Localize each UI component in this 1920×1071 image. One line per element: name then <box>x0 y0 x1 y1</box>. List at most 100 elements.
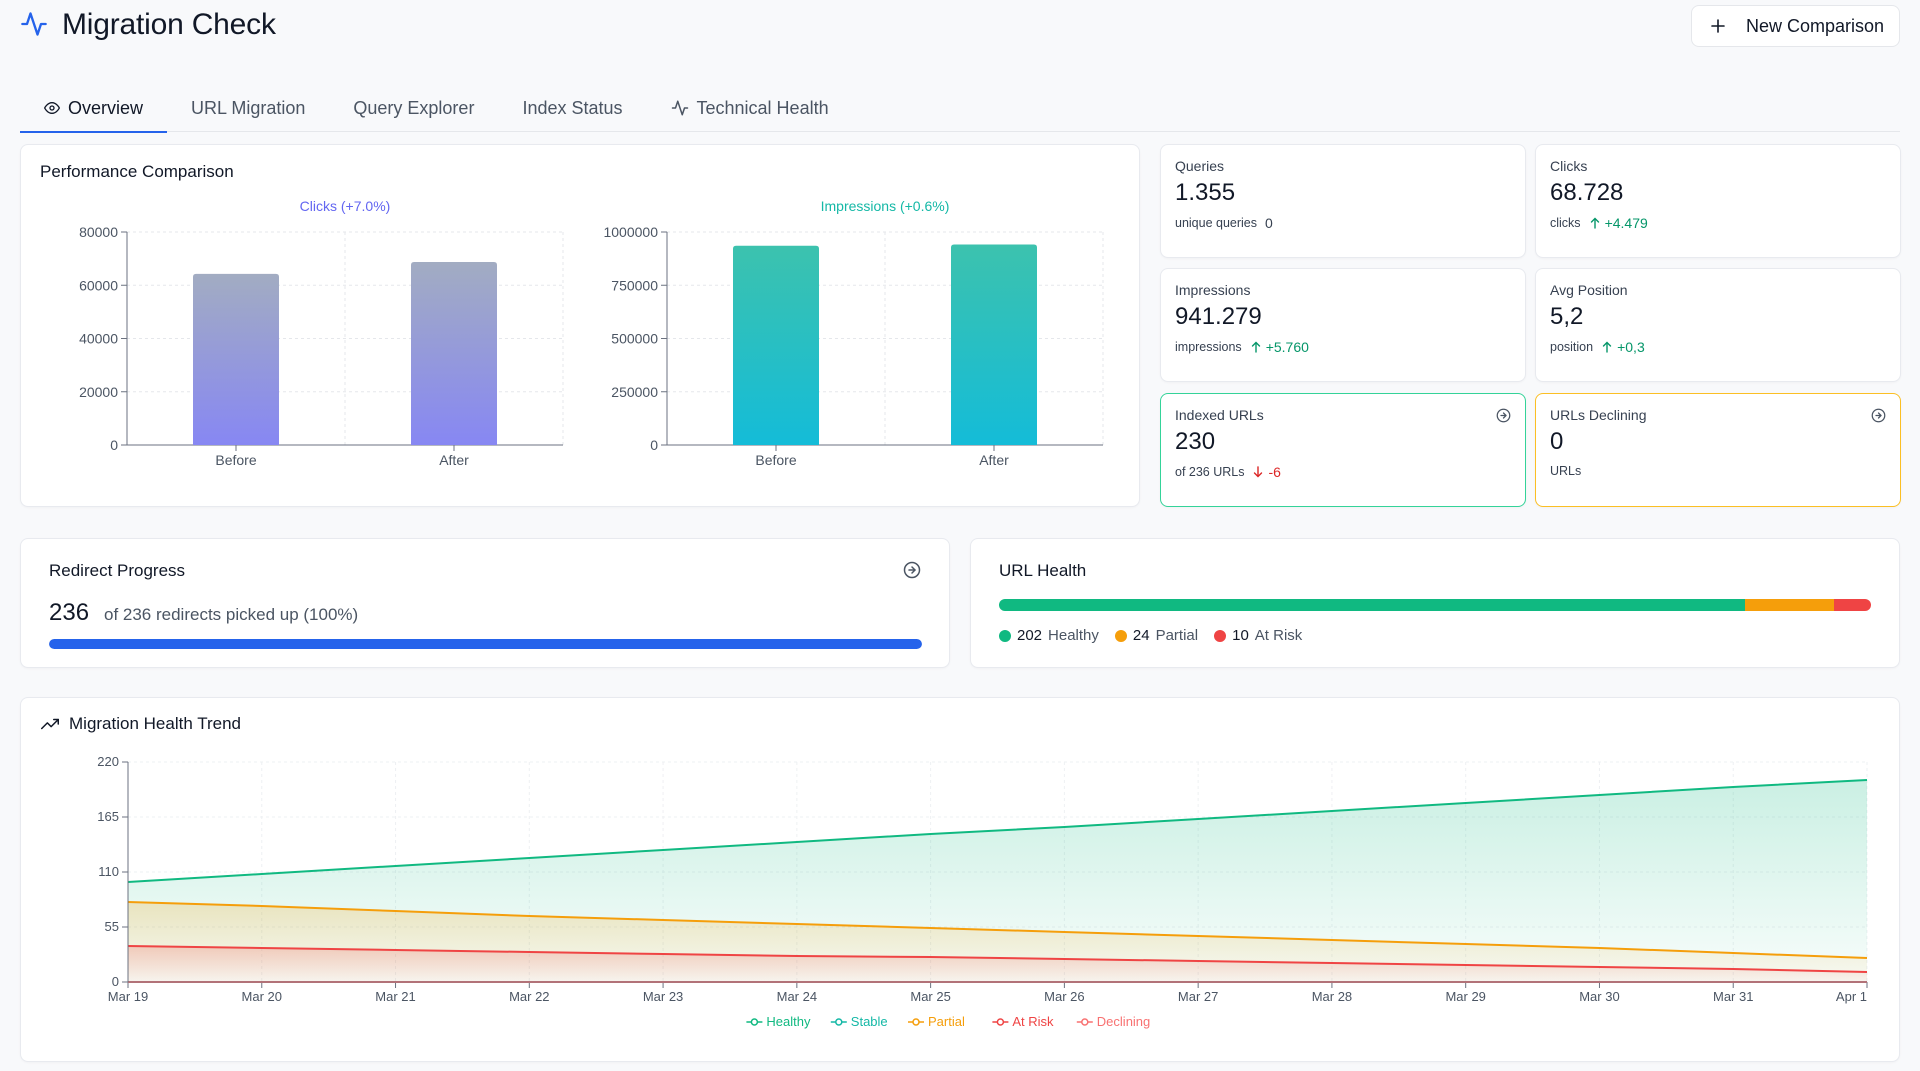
x-tick-label: Before <box>755 452 796 468</box>
y-tick-label: 1000000 <box>603 224 658 240</box>
legend-healthy: 202 Healthy <box>999 627 1099 644</box>
url-health-card: URL Health 202 Healthy 24 Partial 10 At Ris… <box>970 538 1900 668</box>
stat-sub: of 236 URLs <box>1175 465 1245 479</box>
x-tick-label: Mar 30 <box>1579 989 1619 1004</box>
y-tick-label: 250000 <box>611 384 658 400</box>
x-tick-label: After <box>979 452 1009 468</box>
x-tick-label: Mar 25 <box>910 989 950 1004</box>
stat-delta: +4.479 <box>1604 215 1648 231</box>
activity-icon <box>671 100 688 116</box>
y-tick-label: 80000 <box>79 224 118 240</box>
tab-url-migration[interactable]: URL Migration <box>167 84 329 132</box>
app-header: Migration Check New Comparison <box>0 0 1920 60</box>
tab-bar: Overview URL Migration Query Explorer In… <box>20 84 1900 133</box>
legend-label: Declining <box>1097 1014 1150 1029</box>
line-partial[interactable] <box>127 901 1868 959</box>
stat-value: 941.279 <box>1175 303 1262 330</box>
bar-after[interactable] <box>951 244 1037 445</box>
legend-item-declining[interactable]: Declining <box>1076 1014 1150 1029</box>
legend-item-partial[interactable]: Partial <box>908 1014 965 1029</box>
tab-technical-health[interactable]: Technical Health <box>647 84 853 132</box>
stat-avg-position-card: Avg Position 5,2 position +0,3 <box>1535 268 1901 382</box>
x-tick-label: After <box>439 452 469 468</box>
stat-delta: 0 <box>1265 215 1273 231</box>
x-tick-label: Before <box>215 452 256 468</box>
legend-marker <box>912 1018 920 1026</box>
bar-after[interactable] <box>411 262 497 445</box>
stat-label: URLs Declining <box>1550 407 1647 423</box>
bar-chart-clicks: Clicks (+7.0%) 0 20000 40000 60000 80000 Befor… <box>79 198 564 468</box>
stat-sub: URLs <box>1550 464 1582 478</box>
stat-impressions-card: Impressions 941.279 impressions +5.760 <box>1160 268 1526 382</box>
x-tick-label: Mar 27 <box>1178 989 1218 1004</box>
legend-item-healthy[interactable]: Healthy <box>746 1014 811 1029</box>
y-tick-label: 60000 <box>79 277 118 293</box>
tab-index-status-label: Index Status <box>522 97 623 118</box>
tab-overview[interactable]: Overview <box>20 84 168 133</box>
stat-label: Queries <box>1175 158 1225 174</box>
trending-up-icon <box>41 718 59 730</box>
y-tick-label: 55 <box>105 919 119 934</box>
stat-indexed-urls-card[interactable]: Indexed URLs 230 of 236 URLs -6 <box>1160 393 1526 507</box>
stat-value: 68.728 <box>1550 179 1624 206</box>
arrow-right-circle-icon[interactable] <box>1871 408 1886 423</box>
x-tick-label: Mar 26 <box>1044 989 1084 1004</box>
redirect-progress-bar <box>49 639 922 649</box>
arrow-up-icon <box>1602 341 1612 353</box>
redirect-description: of 236 redirects picked up (100%) <box>104 605 359 624</box>
legend-label: Healthy <box>766 1014 811 1029</box>
y-tick-label: 0 <box>650 437 658 453</box>
tab-query-explorer-label: Query Explorer <box>353 97 475 118</box>
migration-health-trend-card: 0 55 110 165 220 Mar 19 Mar 20 Mar 21 Mar 22 Mar … <box>20 697 1900 1062</box>
arrow-up-icon <box>1590 217 1599 229</box>
x-tick-label: Mar 28 <box>1312 989 1352 1004</box>
stat-label: Impressions <box>1175 282 1251 298</box>
y-tick-label: 0 <box>112 974 119 989</box>
y-tick-label: 40000 <box>79 331 118 347</box>
legend-marker <box>835 1018 843 1026</box>
x-tick-label: Mar 31 <box>1713 989 1753 1004</box>
area-at-risk <box>128 946 1867 982</box>
stat-label: Avg Position <box>1550 282 1628 298</box>
stat-clicks-card: Clicks 68.728 clicks +4.479 <box>1535 144 1901 258</box>
tab-query-explorer[interactable]: Query Explorer <box>329 84 498 132</box>
bar-before[interactable] <box>733 245 819 445</box>
legend-label: At Risk <box>1254 627 1303 644</box>
legend-partial: 24 Partial <box>1114 627 1199 644</box>
y-tick-label: 220 <box>97 754 119 769</box>
stat-delta: +5.760 <box>1265 339 1309 355</box>
url-health-legend: 202 Healthy 24 Partial 10 At Risk <box>999 627 1318 644</box>
new-comparison-label: New Comparison <box>1746 15 1885 36</box>
new-comparison-button[interactable]: New Comparison <box>1691 5 1900 47</box>
stat-label: Clicks <box>1550 158 1588 174</box>
line-healthy[interactable] <box>127 779 1868 883</box>
stat-value: 1.355 <box>1175 179 1236 206</box>
url-health-title: URL Health <box>999 561 1087 580</box>
url-health-bar <box>999 599 1871 611</box>
bar-before[interactable] <box>193 273 279 445</box>
redirect-progress-card: Redirect Progress 236 of 236 redirects p… <box>20 538 950 668</box>
legend-label: Stable <box>851 1014 888 1029</box>
legend-label: Partial <box>1155 627 1199 644</box>
performance-comparison-card: Performance Comparison Clicks (+7.0%) 0 20… <box>20 144 1140 507</box>
legend-item-stable[interactable]: Stable <box>830 1014 888 1029</box>
legend-label: At Risk <box>1012 1014 1054 1029</box>
arrow-right-circle-icon[interactable] <box>1496 408 1511 423</box>
app-title: Migration Check <box>62 8 276 41</box>
legend-item-at-risk[interactable]: At Risk <box>992 1014 1054 1029</box>
url-health-segment-at-risk <box>1834 599 1871 611</box>
tab-index-status[interactable]: Index Status <box>498 84 646 132</box>
stat-urls-declining-card[interactable]: URLs Declining 0 URLs <box>1535 393 1901 507</box>
legend-marker <box>1081 1018 1089 1026</box>
arrow-right-circle-icon[interactable] <box>903 561 921 579</box>
line-at-risk[interactable] <box>127 945 1868 973</box>
y-tick-label: 750000 <box>611 277 658 293</box>
x-tick-label: Mar 20 <box>242 989 282 1004</box>
arrow-up-icon <box>1251 341 1260 353</box>
redirect-progress-fill <box>49 639 922 649</box>
x-tick-label: Mar 19 <box>108 989 148 1004</box>
x-tick-label: Mar 23 <box>643 989 683 1004</box>
stat-delta: -6 <box>1268 464 1281 480</box>
y-tick-label: 165 <box>97 809 119 824</box>
url-health-segment-partial <box>1745 599 1835 611</box>
